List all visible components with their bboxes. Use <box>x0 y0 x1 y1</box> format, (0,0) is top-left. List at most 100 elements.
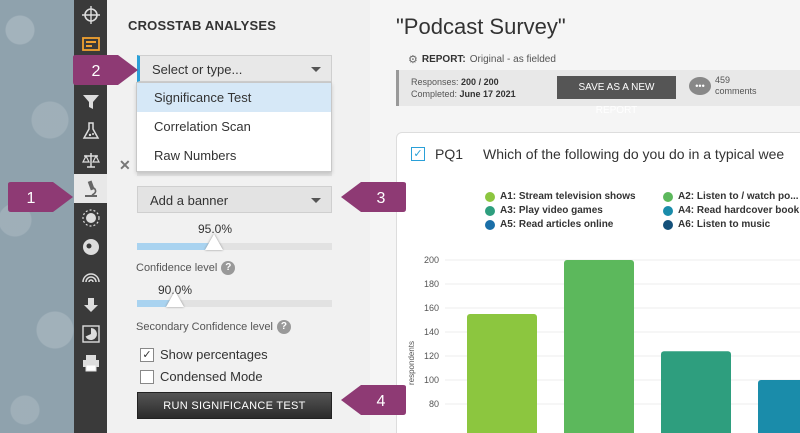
legend-item[interactable]: A1: Stream television shows <box>485 191 636 202</box>
report-meta-label: REPORT: <box>421 54 466 65</box>
report-icon[interactable] <box>74 29 107 58</box>
confidence-label: Confidence level <box>136 262 218 274</box>
legend-item[interactable]: A5: Read articles online <box>485 219 613 230</box>
report-meta-value: Original - as fielded <box>469 54 556 65</box>
responses-value: 200 / 200 <box>461 77 499 87</box>
save-as-new-report-button[interactable]: SAVE AS A NEW REPORT <box>557 76 676 116</box>
callout-2-label: 2 <box>92 63 101 80</box>
legend-item[interactable]: A3: Play video games <box>485 205 603 216</box>
flask-icon[interactable] <box>74 116 107 145</box>
printer-icon[interactable] <box>74 348 107 377</box>
comments-text: 459 comments <box>715 75 757 97</box>
confidence-label-row: Confidence level ? <box>136 261 236 275</box>
legend-label: A4: Read hardcover book <box>678 205 800 216</box>
y-tick-label: 80 <box>429 399 439 409</box>
banner-select[interactable]: Add a banner <box>137 186 332 213</box>
chevron-down-icon <box>311 67 321 72</box>
confidence-slider[interactable] <box>137 234 332 250</box>
run-significance-test-button[interactable]: RUN SIGNIFICANCE TEST <box>137 392 332 419</box>
analysis-menu: Significance Test Correlation Scan Raw N… <box>136 82 332 172</box>
callout-1: 1 <box>8 182 73 212</box>
responses-label: Responses: <box>411 77 459 87</box>
report-title: "Podcast Survey" <box>396 14 566 39</box>
legend-swatch <box>485 219 495 230</box>
legend-label: A6: Listen to music <box>678 219 771 230</box>
secondary-confidence-label: Secondary Confidence level <box>136 321 273 333</box>
microscope-icon[interactable] <box>74 174 107 203</box>
legend-swatch <box>485 205 495 216</box>
callout-4: 4 <box>341 385 406 415</box>
bar-A4[interactable] <box>758 380 800 433</box>
analysis-select-value: Select or type... <box>152 62 243 77</box>
rainbow-icon[interactable] <box>74 261 107 290</box>
completed-label: Completed: <box>411 89 458 99</box>
y-axis-label: respondents <box>407 341 416 385</box>
comments-link[interactable]: ••• 459 comments <box>689 75 757 97</box>
callout-4-label: 4 <box>377 393 386 410</box>
completed-value: June 17 2021 <box>459 89 516 99</box>
bar-A1[interactable] <box>467 314 537 433</box>
confidence-slider-thumb[interactable] <box>205 234 223 250</box>
confidence-slider-fill <box>137 243 214 250</box>
crosstab-panel: CROSSTAB ANALYSES Select or type... ✕ Ad… <box>107 0 370 433</box>
condensed-mode-row[interactable]: Condensed Mode <box>140 369 263 384</box>
condensed-mode-checkbox[interactable] <box>140 369 154 384</box>
legend-item[interactable]: A2: Listen to / watch po... <box>663 191 799 202</box>
y-tick-label: 160 <box>424 303 439 313</box>
sun-icon[interactable] <box>74 203 107 232</box>
legend-label: A1: Stream television shows <box>500 191 636 202</box>
y-tick-label: 200 <box>424 255 439 265</box>
comments-label: comments <box>715 86 757 96</box>
callout-2: 2 <box>73 55 138 85</box>
banner-select-value: Add a banner <box>150 193 229 208</box>
menu-item-correlation-scan[interactable]: Correlation Scan <box>154 119 251 134</box>
menu-item-significance-test[interactable]: Significance Test <box>137 83 331 112</box>
callout-1-label: 1 <box>27 190 36 207</box>
gear-icon[interactable]: ⚙ <box>408 54 418 66</box>
secondary-slider-thumb[interactable] <box>166 291 184 307</box>
chart-badge-icon[interactable] <box>74 232 107 261</box>
callout-3: 3 <box>341 182 406 212</box>
comment-bubble-icon: ••• <box>689 77 711 95</box>
y-tick-label: 100 <box>424 375 439 385</box>
y-tick-label: 120 <box>424 351 439 361</box>
y-tick-label: 140 <box>424 327 439 337</box>
show-percentages-label: Show percentages <box>160 347 268 362</box>
secondary-confidence-slider[interactable] <box>137 291 332 307</box>
y-tick-label: 180 <box>424 279 439 289</box>
legend-item[interactable]: A6: Listen to music <box>663 219 770 230</box>
show-percentages-checkbox[interactable]: ✓ <box>140 347 154 362</box>
pie-icon[interactable] <box>74 319 107 348</box>
secondary-label-row: Secondary Confidence level ? <box>136 320 291 334</box>
chevron-down-icon <box>311 198 321 203</box>
legend-label: A3: Play video games <box>500 205 603 216</box>
bar-A2[interactable] <box>564 260 634 433</box>
help-icon[interactable]: ? <box>276 320 291 334</box>
decorative-background <box>0 0 74 433</box>
report-stats: Responses: 200 / 200 Completed: June 17 … <box>396 70 800 116</box>
question-code: PQ1 <box>435 146 464 162</box>
scales-icon[interactable] <box>74 145 107 174</box>
question-checkbox[interactable]: ✓ <box>411 147 425 161</box>
legend-swatch <box>485 191 495 202</box>
filter-icon[interactable] <box>74 87 107 116</box>
show-percentages-row[interactable]: ✓ Show percentages <box>140 347 268 362</box>
legend-item[interactable]: A4: Read hardcover book <box>663 205 799 216</box>
secondary-slider-fill <box>137 300 175 307</box>
bar-A3[interactable] <box>661 351 731 433</box>
help-icon[interactable]: ? <box>221 261 236 275</box>
download-icon[interactable] <box>74 290 107 319</box>
legend-swatch <box>663 191 673 202</box>
question-card: ✓ PQ1 Which of the following do you do i… <box>396 132 800 433</box>
legend-swatch <box>663 205 673 216</box>
crosshair-icon[interactable] <box>74 0 107 29</box>
legend-label: A5: Read articles online <box>500 219 614 230</box>
stat-lines: Responses: 200 / 200 Completed: June 17 … <box>411 76 516 100</box>
close-icon[interactable]: ✕ <box>119 157 131 173</box>
question-header: ✓ PQ1 Which of the following do you do i… <box>411 146 784 162</box>
menu-item-raw-numbers[interactable]: Raw Numbers <box>154 148 237 163</box>
condensed-mode-label: Condensed Mode <box>160 369 263 384</box>
report-meta: ⚙ REPORT: Original - as fielded <box>408 53 556 66</box>
comments-count: 459 <box>715 75 731 85</box>
analysis-select[interactable]: Select or type... <box>137 55 332 82</box>
